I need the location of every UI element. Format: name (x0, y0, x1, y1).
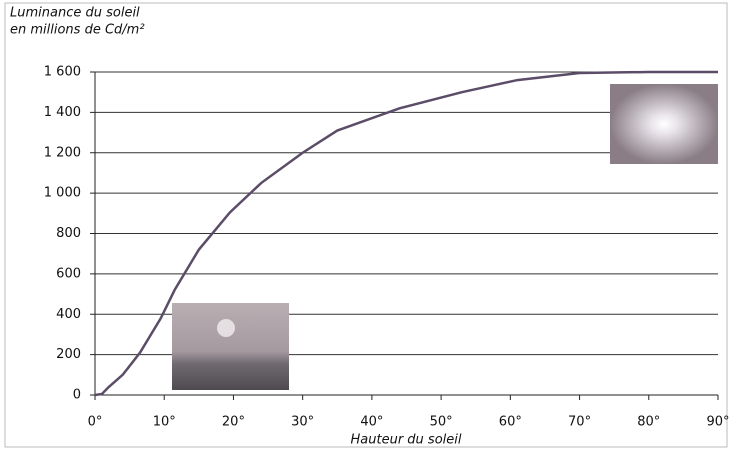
x-tick-label: 20° (222, 415, 245, 430)
y-tick-label: 1 400 (44, 105, 81, 120)
x-tick-label: 80° (637, 415, 660, 430)
frame (5, 3, 727, 447)
x-tick-label: 10° (153, 415, 176, 430)
x-tick-label: 50° (430, 415, 453, 430)
y-tick-label: 1 000 (44, 186, 81, 201)
x-title: Hauteur du soleil (351, 433, 462, 448)
photo-low-sun (172, 303, 289, 390)
y-tick-label: 0 (73, 388, 81, 403)
x-tick-label: 40° (360, 415, 383, 430)
y-tick-label: 1 200 (44, 145, 81, 160)
y-tick-label: 800 (56, 226, 81, 241)
y-tick-label: 600 (56, 266, 81, 281)
x-tick-label: 0° (88, 415, 103, 430)
x-tick-label: 30° (291, 415, 314, 430)
y-title: Luminance du soleil (10, 6, 140, 21)
x-tick-label: 90° (706, 415, 729, 430)
photo-sun (217, 319, 235, 337)
y-tick-label: 200 (56, 347, 81, 362)
y-title: en millions de Cd/m² (10, 23, 145, 38)
x-tick-label: 70° (568, 415, 591, 430)
chart: Luminance du soleil en millions de Cd/m²… (0, 0, 732, 452)
x-tick-label: 60° (499, 415, 522, 430)
photo-high-sun (610, 84, 718, 164)
y-tick-label: 400 (56, 307, 81, 322)
y-tick-label: 1 600 (44, 65, 81, 80)
